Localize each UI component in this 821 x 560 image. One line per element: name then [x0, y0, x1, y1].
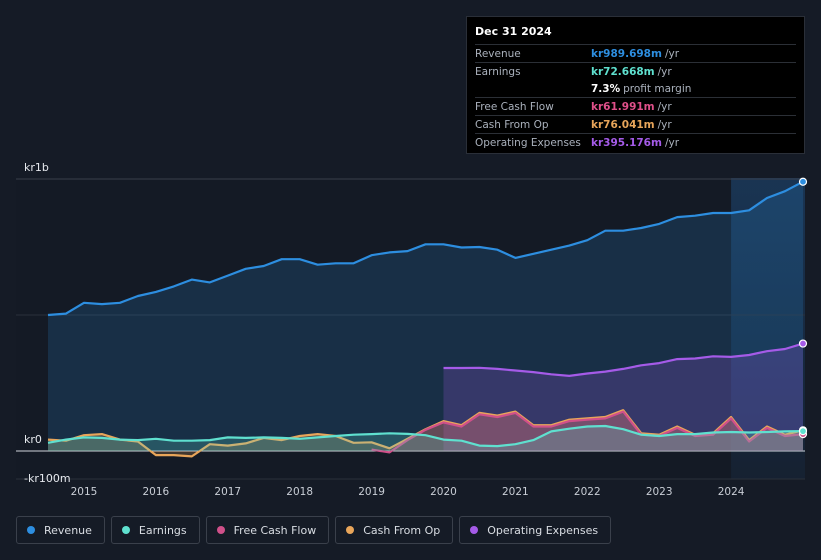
legend: Revenue Earnings Free Cash Flow Cash From O…	[16, 516, 612, 544]
legend-label: Earnings	[138, 523, 187, 537]
tooltip-row-unit: profit margin	[623, 82, 692, 95]
x-tick-label: 2020	[430, 486, 457, 498]
tooltip-row-value: kr72.668m	[591, 65, 655, 78]
tooltip-row-label: Operating Expenses	[475, 136, 581, 149]
tooltip-row-unit: /yr	[657, 118, 672, 131]
tooltip-date: Dec 31 2024	[475, 25, 552, 38]
series-area-free-cash-flow	[371, 411, 803, 453]
y-axis-label: -kr100m	[24, 472, 71, 485]
series-end-marker-operating-expenses	[798, 339, 808, 348]
x-tick-label: 2015	[71, 486, 98, 498]
x-tick-label: 2022	[574, 486, 601, 498]
tooltip-row-label: Earnings	[475, 65, 521, 78]
legend-label: Cash From Op	[363, 523, 441, 537]
tooltip-row-label: Cash From Op	[475, 118, 549, 131]
series-line-operating-expenses	[443, 342, 804, 377]
tooltip-row-value: 7.3%	[591, 82, 621, 95]
series-line-revenue	[47, 180, 804, 317]
x-tick-label: 2016	[142, 486, 169, 498]
series-line-earnings	[47, 424, 804, 448]
legend-dot-icon	[27, 526, 35, 534]
tooltip-row-label: Free Cash Flow	[475, 100, 554, 113]
tooltip-row: 7.3% profit margin	[475, 80, 796, 97]
x-tick-label: 2021	[502, 486, 529, 498]
tooltip-panel: Dec 31 2024 Revenue kr989.698m/yr Earnings…	[466, 16, 805, 154]
legend-dot-icon	[346, 526, 355, 534]
legend-item-earnings[interactable]: Earnings	[110, 516, 200, 544]
tooltip-row-value: kr989.698m	[591, 47, 662, 60]
legend-label: Revenue	[44, 523, 92, 537]
tooltip-rows: Revenue kr989.698m/yr Earnings kr72.668m/yr…	[475, 44, 796, 151]
x-tick-label: 2023	[646, 486, 673, 498]
y-axis-label: kr0	[24, 433, 42, 446]
legend-label: Operating Expenses	[487, 523, 599, 537]
x-tick-label: 2019	[358, 486, 385, 498]
series-area-revenue	[48, 181, 803, 451]
tooltip-row-value: kr61.991m	[591, 100, 655, 113]
series-area-earnings	[48, 426, 803, 451]
tooltip-row-unit: /yr	[657, 65, 672, 78]
x-tick-label: 2024	[718, 486, 745, 498]
series-end-marker-earnings	[798, 427, 808, 436]
tooltip-row-unit: /yr	[657, 100, 672, 113]
x-tick-label: 2017	[214, 486, 241, 498]
legend-item-cash-from-op[interactable]: Cash From Op	[335, 516, 454, 544]
tooltip-row-unit: /yr	[664, 47, 680, 60]
tooltip-row-label: Revenue	[475, 47, 521, 60]
legend-item-revenue[interactable]: Revenue	[16, 516, 105, 544]
tooltip-row-value: kr76.041m	[591, 118, 655, 131]
tooltip-row: Earnings kr72.668m/yr	[475, 62, 796, 80]
grid-layer	[16, 178, 805, 480]
legend-label: Free Cash Flow	[233, 523, 317, 537]
series-end-marker-revenue	[798, 177, 808, 186]
y-axis-label: kr1b	[24, 161, 49, 174]
legend-item-free-cash-flow[interactable]: Free Cash Flow	[205, 516, 330, 544]
legend-dot-icon	[216, 526, 225, 534]
tooltip-row: Operating Expenses kr395.176m/yr	[475, 133, 796, 151]
tooltip-row: Free Cash Flow kr61.991m/yr	[475, 97, 796, 115]
series-layer	[47, 180, 804, 458]
tooltip-row: Cash From Op kr76.041m/yr	[475, 115, 796, 133]
x-tick-label: 2018	[286, 486, 313, 498]
marker-layer	[798, 177, 808, 439]
tooltip-row-unit: /yr	[664, 136, 680, 149]
tooltip-row-value: kr395.176m	[591, 136, 662, 149]
series-line-free-cash-flow	[371, 410, 804, 454]
legend-dot-icon	[121, 526, 130, 534]
legend-dot-icon	[470, 526, 479, 534]
legend-item-operating-expenses[interactable]: Operating Expenses	[459, 516, 612, 544]
tooltip-row: Revenue kr989.698m/yr	[475, 44, 796, 62]
